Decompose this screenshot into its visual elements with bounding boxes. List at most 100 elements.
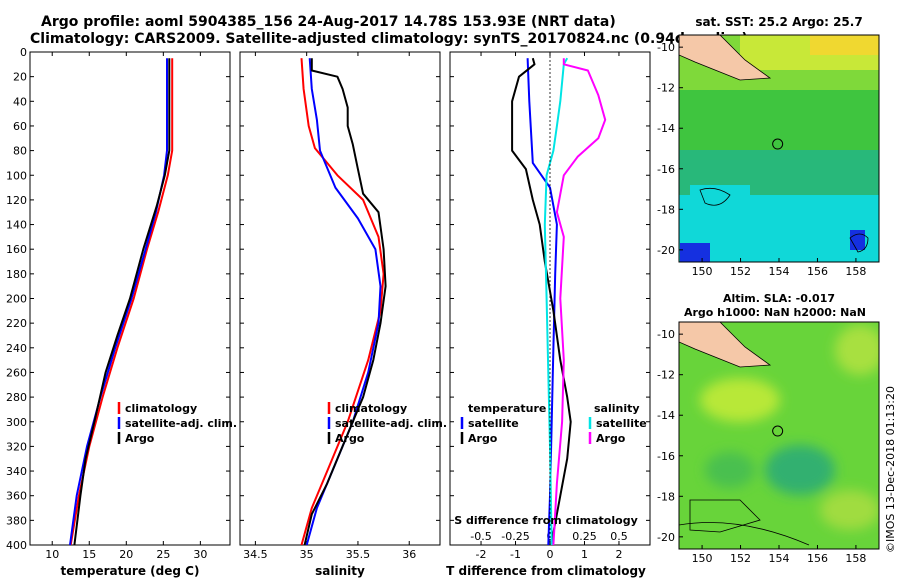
- x-tick-label: 35.5: [346, 548, 371, 561]
- sla-map-axes: 150 152 154 156 158 -10 -12 -14 -16 -18 -20: [657, 328, 866, 565]
- legend-s-satellite: satellite: [596, 417, 647, 430]
- sst-map-title: sat. SST: 25.2 Argo: 25.7: [695, 15, 862, 29]
- argo-float-marker: [772, 425, 784, 437]
- map-y-tick-label: -12: [657, 82, 675, 95]
- y-tick-label: 320: [6, 440, 27, 453]
- legend-t-satellite: satellite: [468, 417, 519, 430]
- x-tick-label: 34.5: [243, 548, 268, 561]
- chart-title-line2: Climatology: CARS2009. Satellite-adjuste…: [30, 31, 748, 47]
- sla-depth-contour: [679, 522, 810, 546]
- x-tick-label: 20: [119, 548, 133, 561]
- legend-salinity-title: salinity: [594, 402, 640, 415]
- top-x-tick-label: 0.25: [572, 530, 597, 543]
- map-x-tick-label: 158: [845, 265, 866, 278]
- y-tick-label: 220: [6, 317, 27, 330]
- map-y-tick-label: -12: [657, 369, 675, 382]
- y-tick-label: 260: [6, 366, 27, 379]
- y-tick-label: 60: [13, 120, 27, 133]
- difference-xlabel: T difference from climatology: [446, 564, 646, 578]
- sla-high-anomaly: [820, 490, 879, 530]
- sla-map: [679, 322, 879, 549]
- legend-argo: Argo: [335, 432, 365, 445]
- sla-low-anomaly: [765, 445, 835, 495]
- series-line-s-argo: [552, 58, 607, 545]
- sst-warmest-patch: [810, 35, 879, 55]
- salinity-series: [300, 58, 387, 545]
- top-x-tick-label: 0.5: [610, 530, 628, 543]
- map-x-tick-label: 150: [692, 265, 713, 278]
- legend-t-argo: Argo: [468, 432, 498, 445]
- map-y-tick-label: -18: [657, 203, 675, 216]
- difference-series: [511, 57, 607, 545]
- y-tick-label: 360: [6, 490, 27, 503]
- map-y-tick-label: -16: [657, 450, 675, 463]
- salinity-legend: climatology satellite-adj. clim. Argo: [327, 402, 447, 445]
- map-y-tick-label: -10: [657, 41, 675, 54]
- sst-map-axes: 150 152 154 156 158 -10 -12 -14 -16 -18 -20: [657, 41, 866, 278]
- y-tick-label: 40: [13, 95, 27, 108]
- series-line-s-satellite: [543, 57, 569, 545]
- y-tick-label: 120: [6, 194, 27, 207]
- x-tick-label: 36: [402, 548, 416, 561]
- map-y-tick-label: -10: [657, 328, 675, 341]
- sst-cold-patch: [850, 230, 865, 250]
- y-tick-label: 200: [6, 293, 27, 306]
- legend-satellite: satellite-adj. clim.: [125, 417, 237, 430]
- top-x-tick-label: -0.5: [470, 530, 491, 543]
- sst-map: [679, 35, 879, 262]
- difference-axes: -2 -1 0 1 2-0.5 -0.25 0 0.25 0.5: [450, 51, 650, 561]
- sst-reef-outline: [699, 187, 731, 206]
- temperature-series: [69, 58, 174, 545]
- map-y-tick-label: -16: [657, 163, 675, 176]
- difference-top-xlabel: S difference from climatology: [454, 514, 638, 527]
- chart-title-line1: Argo profile: aoml 5904385_156 24-Aug-20…: [41, 14, 616, 30]
- sst-cool-band: [679, 195, 879, 262]
- temperature-legend: climatology satellite-adj. clim. Argo: [117, 402, 237, 445]
- y-tick-label: 20: [13, 71, 27, 84]
- map-y-tick-label: -14: [657, 409, 675, 422]
- legend-argo: Argo: [125, 432, 155, 445]
- y-tick-label: 340: [6, 465, 27, 478]
- sla-coastline: [679, 322, 772, 368]
- sla-reef-outline: [689, 499, 761, 533]
- series-line-climatology: [300, 58, 385, 545]
- x-tick-label: 15: [82, 548, 96, 561]
- watermark: ©IMOS 13-Dec-2018 01:13:20: [884, 386, 897, 553]
- x-tick-label: -2: [476, 548, 487, 561]
- y-tick-label: 180: [6, 268, 27, 281]
- sla-high-anomaly: [835, 325, 879, 375]
- map-x-tick-label: 156: [807, 552, 828, 565]
- sla-low-anomaly: [705, 452, 755, 488]
- series-line-argo: [303, 58, 387, 545]
- map-y-tick-label: -18: [657, 490, 675, 503]
- salinity-xlabel: salinity: [315, 564, 365, 578]
- y-tick-label: 380: [6, 514, 27, 527]
- map-x-tick-label: 154: [769, 552, 790, 565]
- sst-cool-patch: [690, 185, 750, 203]
- temperature-xlabel: temperature (deg C): [61, 564, 200, 578]
- sst-reef-outline: [849, 233, 869, 253]
- x-tick-label: 35: [300, 548, 314, 561]
- x-tick-label: 0: [547, 548, 554, 561]
- y-tick-label: 140: [6, 219, 27, 232]
- x-tick-label: 25: [156, 548, 170, 561]
- map-x-tick-label: 156: [807, 265, 828, 278]
- y-tick-label: 240: [6, 342, 27, 355]
- map-x-tick-label: 154: [769, 265, 790, 278]
- x-tick-label: 10: [45, 548, 59, 561]
- x-tick-label: 2: [615, 548, 622, 561]
- y-tick-label: 400: [6, 539, 27, 552]
- legend-satellite: satellite-adj. clim.: [335, 417, 447, 430]
- argo-float-marker: [772, 138, 784, 150]
- temperature-axes: 0 20 40 60 80 100 120 140 160 180 200 220 240 260 280 3…: [6, 46, 230, 561]
- map-x-tick-label: 150: [692, 552, 713, 565]
- legend-climatology: climatology: [335, 402, 407, 415]
- y-tick-label: 280: [6, 391, 27, 404]
- y-tick-label: 80: [13, 145, 27, 158]
- sst-coastline: [679, 35, 772, 81]
- sla-high-anomaly: [700, 378, 780, 422]
- y-tick-label: 160: [6, 243, 27, 256]
- y-tick-label: 100: [6, 169, 27, 182]
- sla-map-subtitle: Argo h1000: NaN h2000: NaN: [684, 306, 866, 319]
